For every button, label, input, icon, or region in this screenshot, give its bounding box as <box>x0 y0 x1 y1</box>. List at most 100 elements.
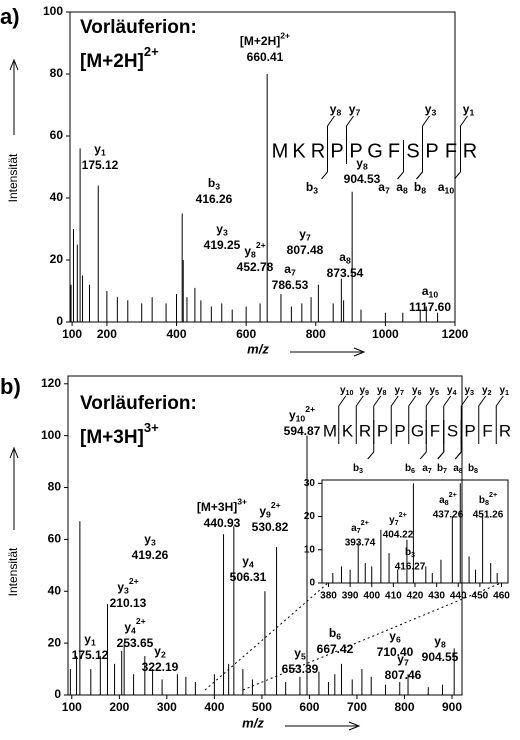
label-part: y <box>397 652 404 666</box>
x-tick-label: 200 <box>97 327 117 341</box>
label-part: 2 <box>161 650 166 660</box>
y-tick-label: 30 <box>304 478 316 489</box>
mz-label: 210.13 <box>110 596 147 610</box>
label-part: y <box>216 222 223 236</box>
sequence-letter: M <box>272 140 289 162</box>
ion-label: b8 <box>414 180 426 196</box>
ion-label: y1 <box>463 102 475 118</box>
mz-label: 653.39 <box>282 662 319 676</box>
fragment-bracket <box>397 140 404 180</box>
y-tick-label: 40 <box>48 583 62 597</box>
precursor-label: [M+2H]2+ <box>80 44 159 72</box>
label-part: [M+3H] <box>80 427 144 448</box>
ion-label: y1 <box>94 142 106 158</box>
mz-label: 904.55 <box>422 650 459 664</box>
x-tick-label: 1200 <box>442 327 469 341</box>
label-part: y <box>356 156 363 170</box>
label-part: 3 <box>359 466 363 475</box>
y-tick-label: 80 <box>50 66 64 80</box>
label-part: 2 <box>488 388 492 397</box>
x-tick-label: 400 <box>204 700 224 714</box>
label-part: 10 <box>296 414 306 424</box>
fragment-bracket <box>390 395 399 444</box>
ion-label: y102+ <box>289 404 315 424</box>
ion-label: y82+ <box>244 240 265 260</box>
label-part: y <box>389 515 395 526</box>
label-part: y <box>447 385 453 396</box>
label-part: y <box>289 408 296 422</box>
mz-label: 404.22 <box>383 530 414 541</box>
ion-label: y5 <box>429 385 439 397</box>
label-part: b <box>306 180 313 194</box>
ion-label: b6 <box>329 626 341 642</box>
ion-label: y7 <box>349 102 361 118</box>
ion-label: y10 <box>340 385 354 397</box>
label-part: 5 <box>435 388 439 397</box>
sequence-letter: P <box>377 421 388 440</box>
y-axis-label: Intensität <box>6 547 20 596</box>
label-part: 2+ <box>280 31 290 41</box>
label-part: 2+ <box>449 490 457 499</box>
ion-label: y92+ <box>259 500 280 520</box>
ion-label: y7 <box>394 385 404 397</box>
ion-label: y3 <box>144 532 156 548</box>
y-tick-label: 10 <box>304 544 316 555</box>
label-part: y <box>117 580 124 594</box>
label-part: y <box>124 620 131 634</box>
mz-label: 660.41 <box>247 50 284 64</box>
mz-label: 667.42 <box>317 642 354 656</box>
label-part: y <box>94 142 101 156</box>
x-axis-label: m/z <box>247 341 269 356</box>
label-part: y <box>294 646 301 660</box>
label-part: a <box>453 463 459 474</box>
label-part: y <box>84 632 91 646</box>
ion-label: y6 <box>412 385 422 397</box>
label-part: y <box>377 385 383 396</box>
ion-label: y6 <box>389 629 401 645</box>
label-part: 8 <box>445 498 449 507</box>
ion-label: b82+ <box>479 490 497 507</box>
label-part: b <box>353 463 359 474</box>
label-part: 8 <box>346 256 351 266</box>
label-part: y <box>463 102 470 116</box>
ion-label: b3 <box>405 547 415 559</box>
label-part: 5 <box>301 652 306 662</box>
label-part: a <box>351 523 357 534</box>
ion-label: a8 <box>339 250 351 266</box>
fragment-bracket <box>367 420 375 460</box>
label-part: 2+ <box>144 44 159 59</box>
y-tick-label: 20 <box>48 635 62 649</box>
label-part: 6 <box>418 388 422 397</box>
label-part: 7 <box>355 108 360 118</box>
label-part: 8 <box>485 498 489 507</box>
x-tick-label: 600 <box>236 327 256 341</box>
y-tick-label: 100 <box>43 4 63 18</box>
y-tick-label: 60 <box>48 532 62 546</box>
mz-label: 452.78 <box>237 260 274 274</box>
x-tick-label: 380 <box>320 591 337 602</box>
ion-label: b6 <box>405 463 415 475</box>
mz-label: 530.82 <box>252 520 289 534</box>
ion-label: [M+3H]3+ <box>197 497 247 514</box>
label-part: 2+ <box>271 500 281 510</box>
x-tick-label: 450 <box>472 591 489 602</box>
label-part: y <box>299 227 306 241</box>
x-tick-label: 460 <box>493 591 510 602</box>
label-part: y <box>482 385 488 396</box>
x-tick-label: 200 <box>109 700 129 714</box>
x-tick-label: 430 <box>428 591 445 602</box>
label-part: 4 <box>453 388 457 397</box>
label-part: b <box>405 547 411 558</box>
mz-label: 594.87 <box>284 424 321 438</box>
label-part: a <box>378 180 385 194</box>
mz-label: 904.53 <box>344 172 381 186</box>
x-arrow <box>285 721 361 731</box>
ion-label: y3 <box>425 102 437 118</box>
label-part: y <box>330 102 337 116</box>
ion-label: y32+ <box>117 576 138 596</box>
ion-label: a7 <box>378 180 390 196</box>
label-part: y <box>412 385 418 396</box>
label-part: y <box>154 644 161 658</box>
mz-label: 322.19 <box>142 660 179 674</box>
